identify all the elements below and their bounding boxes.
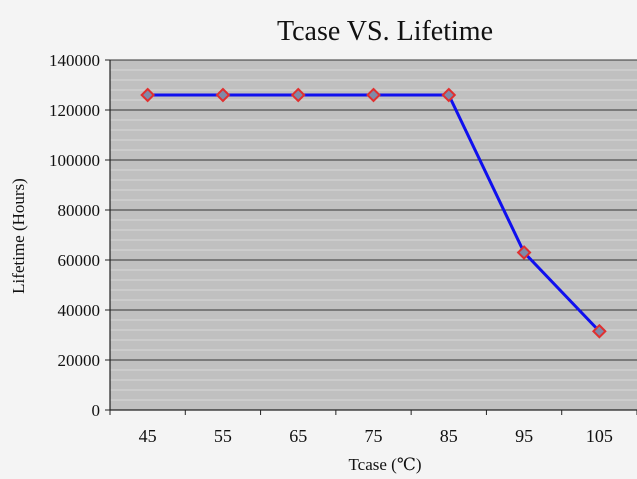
y-tick-label: 20000 — [58, 351, 101, 370]
data-point-marker — [516, 245, 532, 260]
data-point-marker — [140, 87, 156, 103]
data-point-marker — [441, 87, 457, 103]
y-tick-label: 40000 — [58, 301, 101, 320]
x-axis-label: Tcase (℃) — [348, 455, 421, 474]
x-tick-label: 55 — [214, 426, 232, 446]
x-tick-label: 75 — [365, 426, 383, 446]
chart-title: Tcase VS. Lifetime — [277, 16, 493, 47]
x-tick-label: 95 — [515, 426, 533, 446]
y-axis-label: Lifetime (Hours) — [9, 178, 28, 294]
y-tick-label: 140000 — [49, 51, 100, 70]
major-gridlines — [110, 59, 637, 361]
plot-area — [110, 60, 637, 410]
y-tick-label: 0 — [92, 401, 101, 420]
x-axis-ticks: 45 55 65 75 85 95 105 — [109, 410, 637, 446]
x-tick-label: 45 — [139, 426, 157, 446]
data-point-marker — [366, 87, 381, 103]
data-point-marker — [290, 87, 306, 103]
y-tick-label: 100000 — [49, 151, 100, 170]
x-tick-label: 85 — [440, 426, 458, 446]
x-tick-label: 65 — [289, 426, 307, 446]
data-point-marker — [215, 87, 231, 103]
data-point-marker — [591, 323, 607, 339]
x-tick-label: 105 — [586, 426, 613, 446]
y-tick-label: 80000 — [58, 201, 101, 220]
y-tick-label: 120000 — [49, 101, 100, 120]
y-tick-label: 60000 — [58, 251, 101, 270]
series-group — [140, 87, 607, 339]
y-axis-ticks: 0 20000 40000 60000 80000 100000 120000 140000 — [49, 51, 110, 420]
